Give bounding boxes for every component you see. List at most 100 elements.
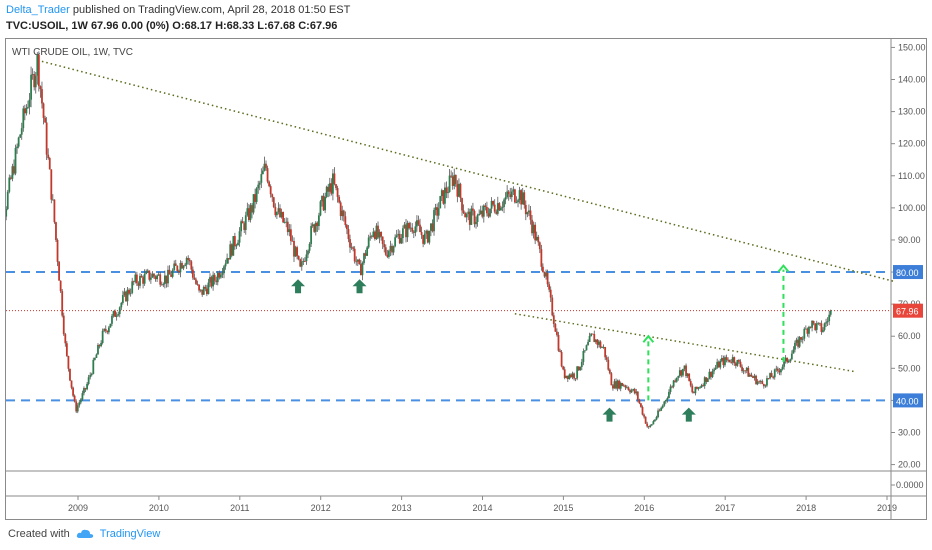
candle-body xyxy=(291,240,294,242)
level-label: 80.00 xyxy=(896,268,919,278)
candle-body xyxy=(521,192,524,205)
candle-body xyxy=(590,333,593,336)
candle-body xyxy=(504,197,507,200)
candle-body xyxy=(643,414,645,417)
candle-body xyxy=(59,280,62,292)
up-arrow-icon xyxy=(291,279,306,294)
candle-body xyxy=(722,358,725,366)
candle-body xyxy=(633,389,636,394)
candle-body xyxy=(268,181,271,187)
candle-body xyxy=(708,371,711,379)
candle-body xyxy=(33,74,36,88)
x-tick-label: 2012 xyxy=(311,503,331,513)
candle-body xyxy=(657,410,659,418)
candle-body xyxy=(190,261,193,270)
candle-body xyxy=(675,377,678,382)
sub-axis-label: 0.0000 xyxy=(896,480,924,490)
candle-body xyxy=(187,258,190,260)
candle-body xyxy=(794,342,796,350)
x-tick-label: 2011 xyxy=(230,503,249,513)
x-tick-label: 2014 xyxy=(472,503,492,513)
candle-body xyxy=(602,346,605,348)
candle-body xyxy=(409,227,412,229)
candle-body xyxy=(688,373,691,382)
candle-body xyxy=(472,208,474,211)
candle-body xyxy=(584,350,586,352)
candle-body xyxy=(212,274,215,287)
candle-body xyxy=(132,281,135,283)
candle-body xyxy=(215,280,218,283)
candle-body xyxy=(724,357,726,366)
candle-body xyxy=(9,177,12,179)
candle-body xyxy=(573,373,575,379)
candle-body xyxy=(64,334,67,344)
candle-body xyxy=(90,373,93,376)
candle-body xyxy=(388,250,390,257)
candle-body xyxy=(462,210,465,214)
candle-body xyxy=(319,201,322,216)
candle-body xyxy=(692,392,695,394)
candle-body xyxy=(330,183,333,194)
candle-body xyxy=(756,381,759,385)
candle-body xyxy=(560,351,563,367)
candle-body xyxy=(579,366,582,371)
candle-body xyxy=(430,223,432,231)
candle-body xyxy=(282,211,285,223)
candle-body xyxy=(442,190,445,204)
candle-body xyxy=(520,190,523,205)
candle-body xyxy=(224,263,227,267)
candle-body xyxy=(543,272,546,277)
candle-body xyxy=(453,174,456,186)
candle-body xyxy=(496,203,499,214)
candle-body xyxy=(381,236,384,245)
up-arrow-icon xyxy=(681,407,696,422)
candle-body xyxy=(25,107,28,114)
candle-body xyxy=(464,213,467,218)
candle-body xyxy=(781,366,784,370)
candle-body xyxy=(619,383,622,389)
candle-body xyxy=(17,137,20,147)
candle-body xyxy=(484,205,487,208)
candle-body xyxy=(209,277,211,283)
candle-body xyxy=(392,246,395,253)
candle-body xyxy=(731,357,734,363)
candle-body xyxy=(406,222,409,238)
candle-body xyxy=(752,376,754,378)
candle-body xyxy=(374,231,376,240)
candle-body xyxy=(591,333,594,335)
candle-body xyxy=(101,330,104,344)
candle-body xyxy=(552,315,555,325)
tradingview-cloud-icon xyxy=(76,529,93,538)
chart-panel: 20.0030.0040.0050.0060.0070.0080.0090.00… xyxy=(5,38,927,520)
candle-body xyxy=(140,275,143,278)
candle-body xyxy=(251,205,253,213)
candle-body xyxy=(39,86,42,90)
candle-body xyxy=(776,368,779,371)
candle-body xyxy=(730,361,733,363)
candle-body xyxy=(167,269,169,284)
x-tick-label: 2015 xyxy=(553,503,573,513)
candle-body xyxy=(789,359,792,361)
candle-body xyxy=(467,211,470,215)
y-tick-label: 50.00 xyxy=(898,363,921,373)
candle-body xyxy=(626,387,628,389)
candle-body xyxy=(254,194,257,202)
y-tick-label: 90.00 xyxy=(898,235,921,245)
candle-body xyxy=(324,196,327,211)
candle-body xyxy=(498,203,501,211)
candle-body xyxy=(342,210,345,217)
candle-body xyxy=(517,200,519,203)
candle-body xyxy=(728,359,731,362)
author-link[interactable]: Delta_Trader xyxy=(6,4,70,16)
candle-body xyxy=(199,289,202,291)
candle-body xyxy=(598,341,600,345)
symbol-info: TVC:USOIL, 1W 67.96 0.00 (0%) O:68.17 H:… xyxy=(6,20,338,32)
candle-body xyxy=(195,279,197,284)
tradingview-link[interactable]: TradingView xyxy=(99,528,161,540)
candle-body xyxy=(308,243,311,251)
candle-body xyxy=(162,283,165,285)
y-tick-label: 110.00 xyxy=(898,171,925,181)
price-chart[interactable]: 20.0030.0040.0050.0060.0070.0080.0090.00… xyxy=(6,39,926,519)
candle-body xyxy=(739,361,742,367)
candle-body xyxy=(514,189,516,203)
